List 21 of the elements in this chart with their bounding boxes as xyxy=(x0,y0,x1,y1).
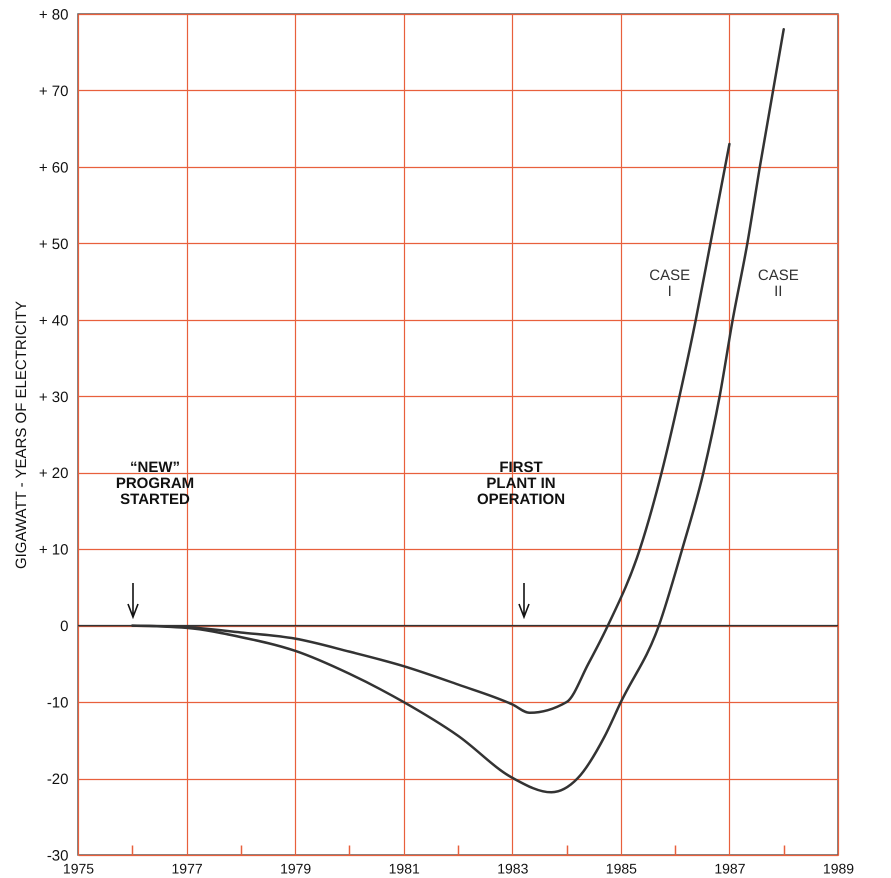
y-tick-label: 0 xyxy=(60,618,68,636)
y-tick-label: -10 xyxy=(46,694,68,712)
series-label: CASE II xyxy=(758,267,799,300)
x-tick-label: 1989 xyxy=(822,860,854,876)
x-tick-label: 1979 xyxy=(280,860,312,876)
y-tick-label: + 80 xyxy=(38,6,68,24)
x-tick-label: 1981 xyxy=(388,860,420,876)
x-tick-label: 1985 xyxy=(606,860,638,876)
y-axis-title: GIGAWATT - YEARS OF ELECTRICITY xyxy=(12,300,30,570)
y-tick-label: + 60 xyxy=(38,159,68,176)
y-tick-label: + 50 xyxy=(38,236,68,253)
y-tick-label: + 70 xyxy=(38,82,68,100)
x-tick-label: 1977 xyxy=(171,860,203,876)
y-tick-label: + 10 xyxy=(38,542,68,559)
series-label: CASE I xyxy=(649,267,690,300)
x-tick-label: 1987 xyxy=(714,860,746,876)
y-tick-label: + 20 xyxy=(38,465,68,482)
y-tick-label: + 30 xyxy=(38,388,68,406)
y-tick-label: + 40 xyxy=(38,312,68,330)
x-tick-label: 1983 xyxy=(497,860,529,876)
y-tick-label: -20 xyxy=(46,771,68,788)
